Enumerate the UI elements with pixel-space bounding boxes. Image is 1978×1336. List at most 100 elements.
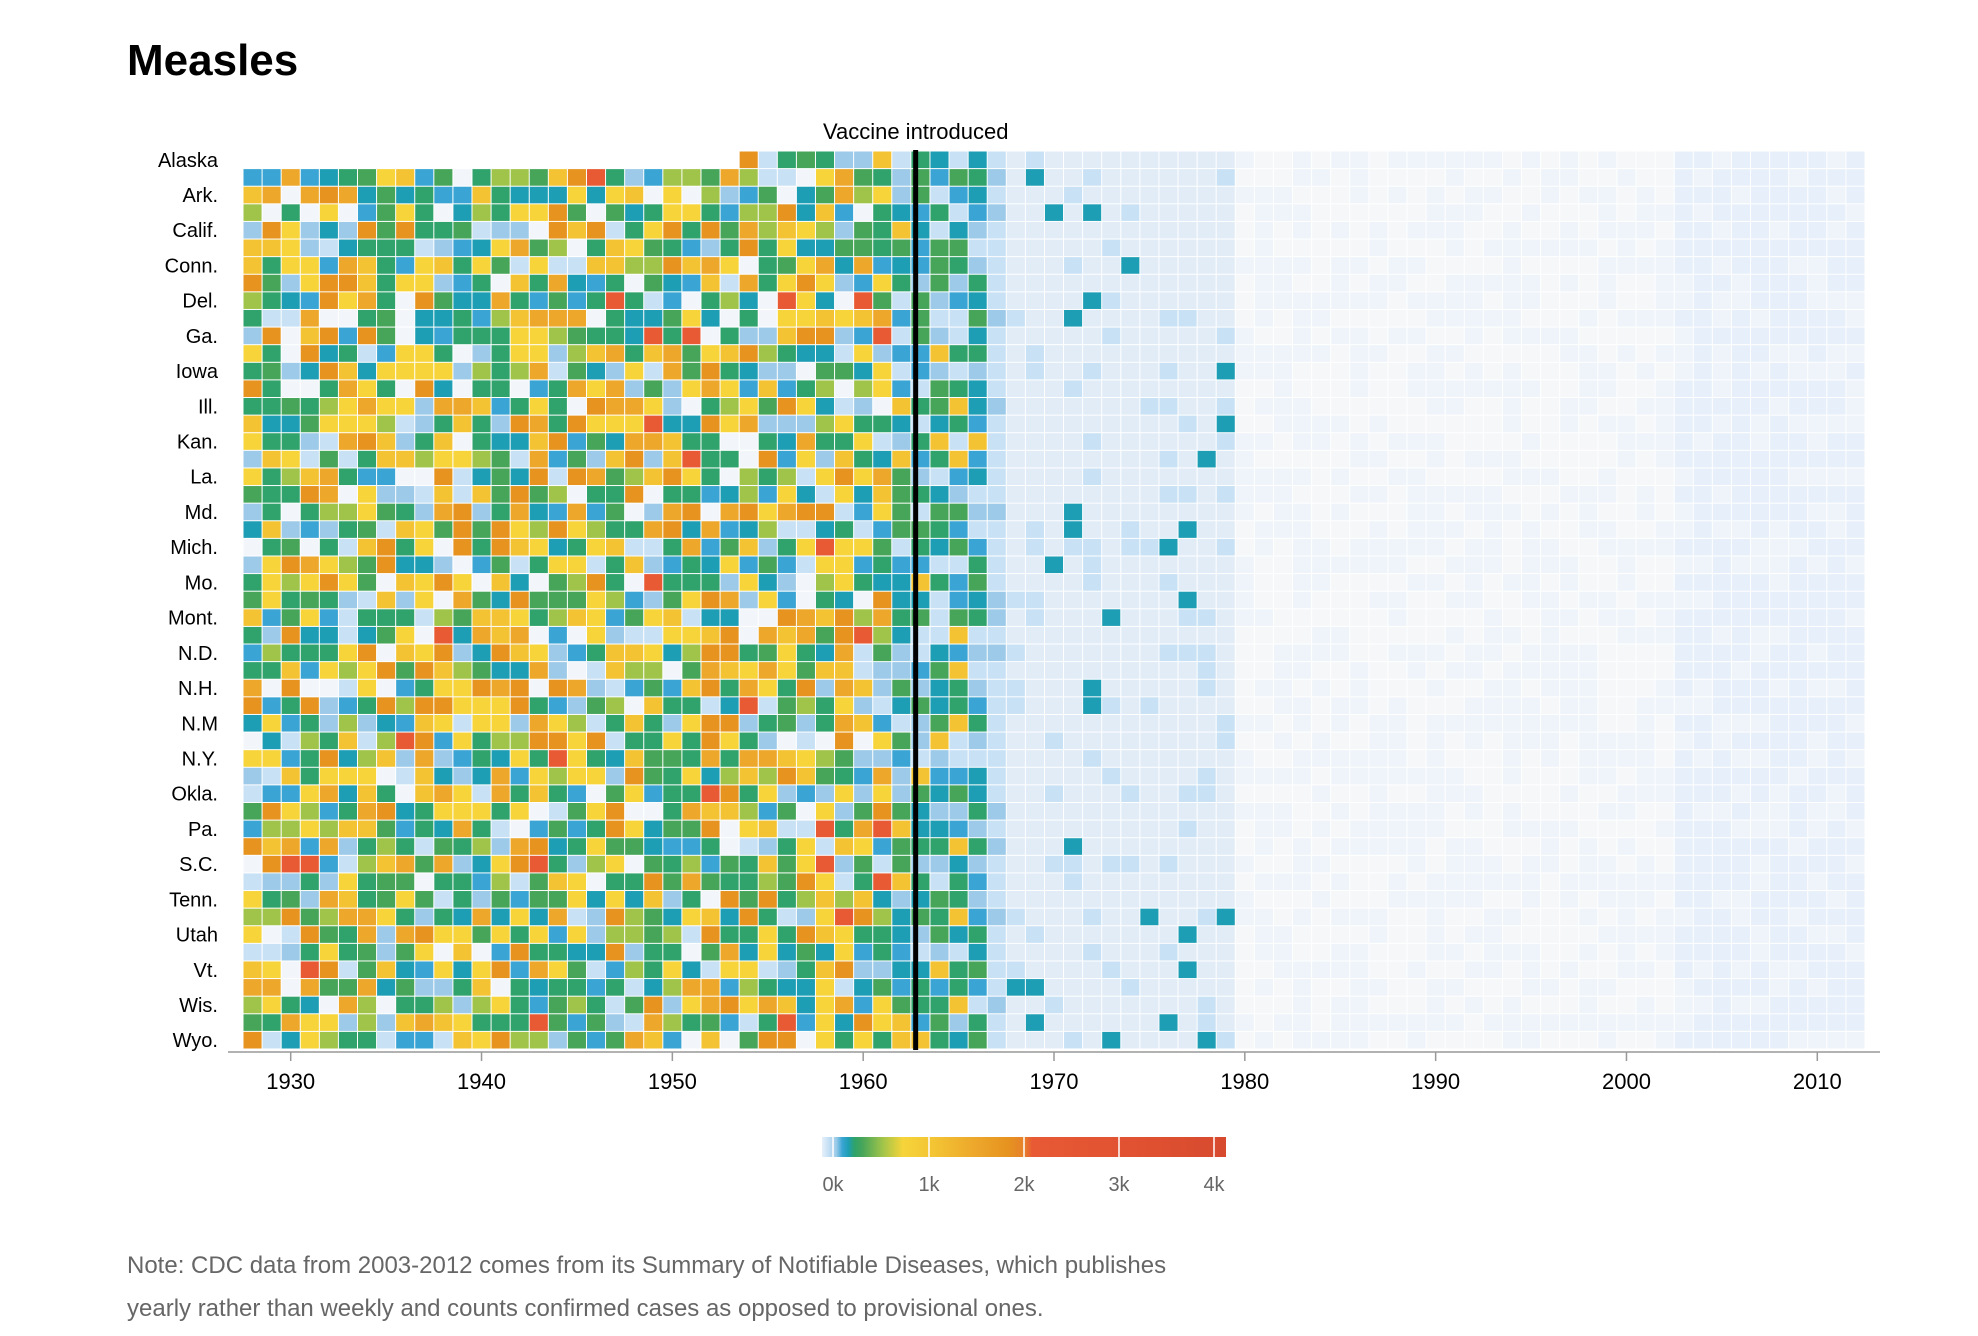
heatmap-cell (415, 908, 434, 926)
heatmap-cell (815, 538, 835, 556)
heatmap-cell (1808, 609, 1827, 626)
heatmap-cell (491, 961, 510, 979)
heatmap-cell (1483, 169, 1502, 186)
heatmap-cell (1731, 556, 1750, 574)
heatmap-cell (1254, 538, 1273, 556)
heatmap-cell (758, 503, 777, 521)
heatmap-cell (682, 750, 701, 767)
heatmap-cell (1808, 750, 1827, 767)
heatmap-cell (1731, 327, 1750, 345)
heatmap-cell (1464, 186, 1483, 204)
heatmap-cell (949, 714, 968, 732)
heatmap-cell (262, 169, 281, 186)
heatmap-cell (1445, 714, 1464, 732)
heatmap-cell (1369, 239, 1388, 257)
heatmap-cell (1693, 151, 1712, 169)
heatmap-cell (567, 732, 586, 750)
heatmap-cell (1064, 979, 1083, 996)
heatmap-cell (873, 714, 892, 732)
heatmap-cell (1541, 221, 1560, 239)
heatmap-cell (319, 979, 338, 996)
heatmap-cell (682, 697, 701, 714)
heatmap-cell (1178, 591, 1197, 609)
heatmap-cell (606, 732, 625, 750)
heatmap-cell (854, 468, 873, 486)
heatmap-cell (644, 838, 663, 855)
heatmap-cell (434, 979, 453, 996)
heatmap-cell (1273, 274, 1293, 292)
heatmap-cell (1674, 345, 1693, 362)
heatmap-cell (1617, 750, 1636, 767)
heatmap-cell (739, 873, 758, 891)
heatmap-cell (1502, 1031, 1522, 1049)
heatmap-cell (472, 626, 491, 644)
heatmap-cell (1445, 468, 1464, 486)
heatmap-cell (644, 274, 663, 292)
heatmap-cell (682, 1014, 701, 1031)
heatmap-cell (415, 996, 434, 1014)
heatmap-cell (1846, 292, 1865, 309)
heatmap-cell (472, 767, 491, 785)
heatmap-cell (1445, 679, 1464, 697)
heatmap-cell (1674, 820, 1693, 838)
heatmap-cell (1312, 626, 1331, 644)
heatmap-cell (625, 292, 644, 309)
heatmap-cell (720, 204, 739, 221)
heatmap-cell (1827, 486, 1846, 503)
heatmap-cell (548, 345, 567, 362)
heatmap-cell (548, 732, 567, 750)
heatmap-cell (1731, 574, 1750, 591)
heatmap-cell (1617, 679, 1636, 697)
heatmap-cell (663, 521, 682, 538)
heatmap-cell (835, 873, 854, 891)
heatmap-cell (1789, 662, 1808, 679)
heatmap-cell (625, 574, 644, 591)
heatmap-cell (987, 538, 1006, 556)
heatmap-cell (262, 204, 281, 221)
heatmap-cell (300, 574, 319, 591)
heatmap-cell (758, 362, 777, 380)
heatmap-cell (1369, 697, 1388, 714)
heatmap-cell (701, 362, 720, 380)
state-label: Ga. (186, 326, 218, 348)
heatmap-cell (1044, 257, 1064, 274)
heatmap-cell (1006, 574, 1025, 591)
heatmap-cell (1102, 169, 1121, 186)
heatmap-cell (1770, 873, 1789, 891)
heatmap-cell (300, 221, 319, 239)
heatmap-cell (1083, 362, 1102, 380)
heatmap-cell (1770, 415, 1789, 433)
heatmap-cell (1502, 221, 1522, 239)
heatmap-cell (1140, 362, 1159, 380)
heatmap-cell (663, 151, 682, 169)
heatmap-cell (472, 521, 491, 538)
heatmap-cell (873, 750, 892, 767)
heatmap-cell (968, 486, 987, 503)
heatmap-cell (1636, 1014, 1655, 1031)
heatmap-cell (663, 274, 682, 292)
heatmap-cell (892, 204, 911, 221)
heatmap-cell (1808, 785, 1827, 802)
heatmap-cell (873, 538, 892, 556)
heatmap-cell (835, 908, 854, 926)
heatmap-cell (663, 486, 682, 503)
heatmap-cell (625, 433, 644, 450)
heatmap-cell (1426, 873, 1445, 891)
heatmap-cell (567, 239, 586, 257)
heatmap-cell (319, 468, 338, 486)
heatmap-cell (1789, 362, 1808, 380)
heatmap-cell (1674, 486, 1693, 503)
heatmap-cell (1598, 345, 1617, 362)
heatmap-cell (606, 785, 625, 802)
heatmap-cell (1579, 345, 1598, 362)
heatmap-cell (357, 398, 377, 415)
heatmap-cell (606, 979, 625, 996)
heatmap-cell (1159, 732, 1178, 750)
heatmap-cell (1636, 556, 1655, 574)
heatmap-cell (1369, 309, 1388, 327)
state-label: Tenn. (169, 889, 218, 911)
heatmap-cell (682, 415, 701, 433)
heatmap-cell (815, 521, 835, 538)
heatmap-cell (1808, 362, 1827, 380)
heatmap-cell (873, 626, 892, 644)
